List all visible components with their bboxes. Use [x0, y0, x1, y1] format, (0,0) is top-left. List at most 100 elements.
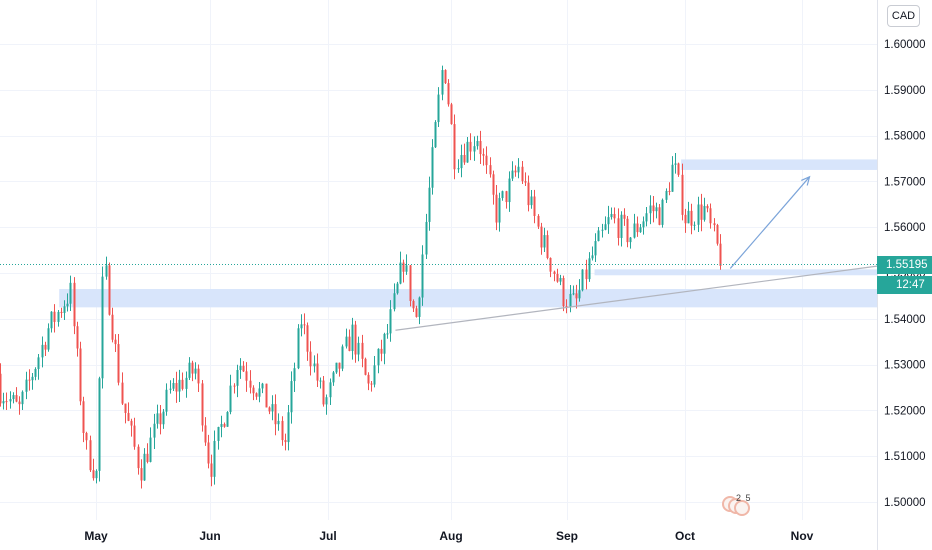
candle-body [402, 262, 405, 272]
candle-body [213, 440, 216, 477]
candle-body [370, 383, 373, 385]
candle-body [143, 453, 146, 481]
time-tick-label: Aug [439, 529, 462, 543]
candle-body [79, 348, 82, 402]
candle-body [361, 342, 364, 359]
candle-body [511, 170, 514, 179]
grid-layer [0, 0, 877, 520]
candle-body [633, 223, 636, 238]
candle-body [505, 191, 508, 203]
candle-body [690, 210, 693, 226]
candle-body [492, 174, 495, 195]
candle-body [146, 453, 149, 462]
candle-body [636, 223, 639, 233]
price-axis[interactable]: 1.500001.510001.520001.530001.540001.550… [884, 39, 926, 509]
candle-body [153, 423, 156, 438]
candle-body [316, 363, 319, 381]
projection-arrowhead [801, 175, 811, 186]
candle-body [207, 442, 210, 464]
projection-arrow [729, 176, 811, 269]
candle-body [661, 199, 664, 225]
candle-body [604, 224, 607, 230]
candle-body [594, 241, 597, 256]
candle-body [57, 311, 60, 322]
candle-body [92, 470, 95, 479]
economic-events-badge[interactable]: 2 5 [722, 493, 756, 517]
candle-body [652, 205, 655, 212]
candle-body [188, 362, 191, 378]
candle-body [543, 235, 546, 248]
candle-body [441, 70, 444, 95]
candle-body [108, 265, 111, 315]
candle-body [367, 374, 370, 384]
candle-body [658, 207, 661, 225]
candle-body [258, 388, 261, 397]
candle-body [380, 348, 383, 354]
candle-body [351, 324, 354, 352]
candle-body [338, 362, 341, 369]
candle-body [645, 213, 648, 222]
candle-body [533, 196, 536, 216]
candle-body [34, 368, 37, 377]
candle-body [226, 412, 229, 427]
candle-body [665, 190, 668, 200]
candle-body [549, 257, 552, 272]
candle-body [178, 379, 181, 392]
candle-body [418, 297, 421, 317]
candle-body [668, 190, 671, 192]
candle-body [98, 378, 101, 471]
currency-button[interactable]: CAD [887, 5, 920, 27]
candle-body [434, 122, 437, 148]
candle-body [537, 215, 540, 227]
candle-body [581, 269, 584, 291]
time-axis[interactable]: May Jun Jul Aug Sep Oct Nov [84, 529, 813, 543]
time-tick-label: Jul [319, 529, 336, 543]
time-tick-label: May [84, 529, 108, 543]
candle-body [121, 382, 124, 404]
candle-body [53, 311, 56, 322]
candle-body [313, 363, 316, 367]
candle-body [111, 314, 114, 340]
candle-body [249, 380, 252, 388]
bar-countdown-tag: 12:47 [877, 276, 932, 294]
price-tick-label: 1.58000 [884, 131, 926, 143]
candle-body [425, 221, 428, 255]
candle-body [242, 365, 245, 372]
candle-body [172, 382, 175, 389]
candle-body [348, 336, 351, 352]
candle-body [601, 229, 604, 231]
candle-body [9, 399, 12, 402]
candle-body [546, 235, 549, 258]
candle-body [703, 206, 706, 220]
candle-body [684, 214, 687, 224]
candle-body [290, 381, 293, 413]
candle-body [473, 146, 476, 152]
candle-body [453, 124, 456, 170]
candle-body [252, 387, 255, 394]
candle-body [85, 432, 88, 441]
candle-body [639, 227, 642, 233]
candle-body [233, 385, 236, 387]
candle-body [709, 208, 712, 224]
price-tick-label: 1.50000 [884, 497, 926, 509]
candle-body [284, 440, 287, 443]
candle-body [559, 278, 562, 282]
candle-body [201, 383, 204, 426]
candle-body [159, 413, 162, 425]
candle-body [114, 339, 117, 345]
candle-body [5, 401, 8, 403]
candle-body [303, 324, 306, 326]
candle-body [149, 437, 152, 462]
candle-body [319, 380, 322, 382]
candle-body [127, 412, 130, 421]
price-tick-label: 1.57000 [884, 176, 926, 188]
candle-body [431, 147, 434, 188]
price-tick-label: 1.53000 [884, 360, 926, 372]
candle-body [101, 276, 104, 379]
time-tick-label: Sep [556, 529, 578, 543]
candle-body [300, 324, 303, 329]
price-tick-label: 1.59000 [884, 85, 926, 97]
candle-body [2, 401, 5, 404]
candle-body [693, 224, 696, 226]
